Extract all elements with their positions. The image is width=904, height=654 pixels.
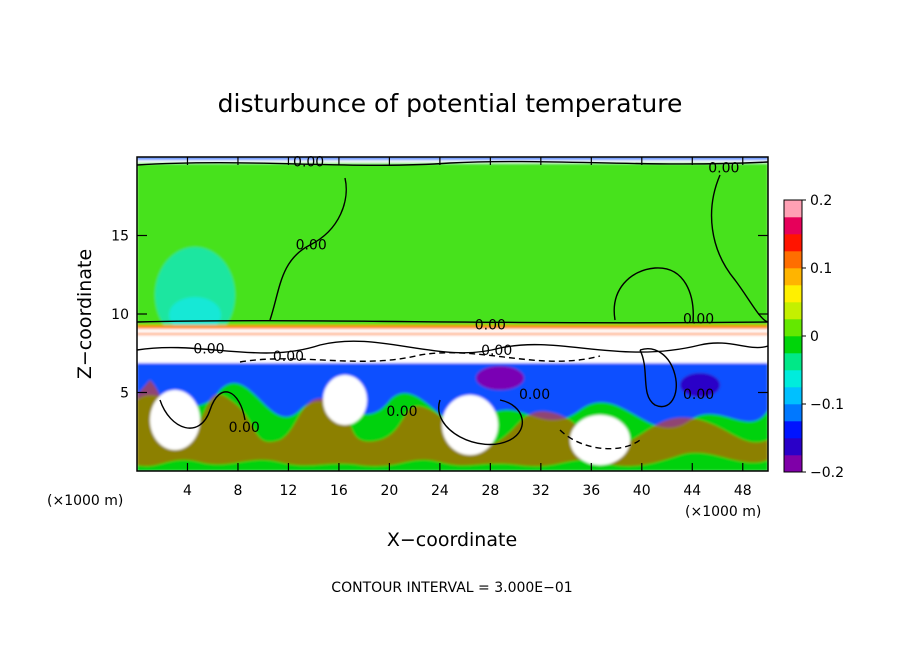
field-top-band-light: [137, 160, 768, 163]
colorbar-swatch: [784, 200, 802, 218]
contour-low-1: [159, 391, 246, 429]
contour-tropo: [137, 320, 768, 324]
colorbar-swatch: [784, 404, 802, 422]
x-tick-label: 48: [734, 483, 752, 499]
contour-label: 0.00: [296, 238, 327, 254]
contour-label: 0.00: [481, 343, 512, 359]
colorbar-swatch: [784, 370, 802, 388]
field-white-cell-a: [150, 390, 200, 450]
colorbar-tick-label: 0.1: [810, 261, 832, 277]
colorbar-swatch: [784, 234, 802, 252]
field-white-cell-c: [442, 395, 498, 455]
x-tick-label: 28: [481, 483, 499, 499]
colorbar-swatch: [784, 217, 802, 235]
x-tick-label: 20: [380, 483, 398, 499]
contour-label: 0.00: [683, 311, 714, 327]
x-axis-unit-left: (×1000 m): [47, 493, 123, 509]
x-tick-label: 32: [532, 483, 550, 499]
colorbar-tick-label: 0.2: [810, 193, 832, 209]
contour-label: 0.00: [683, 387, 714, 403]
y-axis-label: Z−coordinate: [74, 249, 96, 379]
colorbar-swatch: [784, 302, 802, 320]
field-lower-red: [137, 380, 768, 466]
contour-upper-left: [269, 177, 347, 321]
colorbar-swatch: [784, 421, 802, 439]
heatmap-field: [137, 157, 768, 471]
contour-label: 0.00: [519, 387, 550, 403]
x-axis: 4 8 12 16 20 24 28 32 36 40 44 48: [183, 157, 752, 499]
contour-dome: [613, 267, 694, 323]
y-tick-label: 10: [111, 307, 129, 323]
contour-vortex: [639, 348, 677, 408]
x-axis-label: X−coordinate: [387, 529, 517, 551]
x-tick-label: 12: [280, 483, 298, 499]
x-tick-label: 16: [330, 483, 348, 499]
colorbar-swatch: [784, 438, 802, 456]
x-tick-label: 8: [233, 483, 242, 499]
contour-label: 0.00: [229, 420, 260, 436]
contour-labels: 0.00 0.00 0.00 0.00 0.00 0.00 0.00 0.00 0.00 0.00…: [193, 154, 739, 435]
colorbar-tick-label: −0.2: [810, 465, 844, 481]
contour-label: 0.00: [293, 154, 324, 170]
y-tick-label: 5: [120, 386, 129, 402]
colorbar-swatch: [784, 387, 802, 405]
x-tick-label: 36: [582, 483, 600, 499]
field-white-cell-d: [570, 415, 630, 465]
contour-mid-2: [239, 352, 601, 363]
field-mid-white: [137, 335, 768, 363]
field-dark-cell: [680, 373, 720, 397]
y-axis: 5 10 15: [111, 229, 768, 402]
contour-label: 0.00: [193, 341, 224, 357]
field-upper-layer: [137, 163, 768, 325]
colorbar-tick-label: 0: [810, 329, 819, 345]
contour-lines: [137, 160, 768, 450]
contour-label: 0.00: [386, 404, 417, 420]
plot-area: 0.00 0.00 0.00 0.00 0.00 0.00 0.00 0.00 0.00 0.00…: [136, 154, 769, 472]
chart-title: disturbunce of potential temperature: [218, 89, 683, 118]
colorbar-swatch: [784, 251, 802, 269]
colorbar-swatch: [784, 455, 802, 473]
y-tick-label: 15: [111, 229, 129, 245]
contour-low-2: [438, 399, 523, 446]
colorbar-swatch: [784, 319, 802, 337]
contour-label: 0.00: [708, 161, 739, 177]
colorbar: 0.2 0.1 0 −0.1 −0.2: [783, 193, 844, 481]
contour-mid-1: [137, 340, 768, 354]
x-tick-label: 40: [633, 483, 651, 499]
contour-low-3: [559, 429, 641, 450]
x-axis-unit-right: (×1000 m): [685, 504, 761, 520]
colorbar-swatch: [784, 268, 802, 286]
field-tropopause-band2: [137, 329, 768, 333]
colorbar-tick-label: −0.1: [810, 397, 844, 413]
x-tick-label: 4: [183, 483, 192, 499]
field-purple-cell: [476, 366, 524, 390]
colorbar-swatch: [784, 336, 802, 354]
field-cyan-core: [169, 297, 221, 333]
contour-label: 0.00: [475, 318, 506, 334]
contour-interval-note: CONTOUR INTERVAL = 3.000E−01: [331, 580, 572, 596]
x-tick-label: 24: [431, 483, 449, 499]
contour-top: [137, 160, 768, 166]
contour-label: 0.00: [273, 349, 304, 365]
x-tick-label: 44: [683, 483, 701, 499]
field-white-cell-b: [323, 375, 367, 425]
colorbar-swatch: [784, 285, 802, 303]
colorbar-swatch: [784, 353, 802, 371]
